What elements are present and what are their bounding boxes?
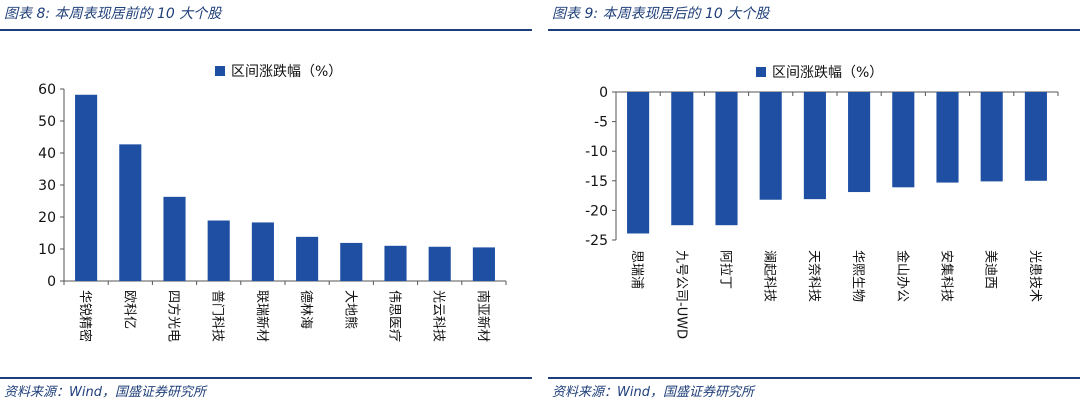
x-tick-label: 大地熊: [342, 290, 358, 329]
x-tick-label: 思瑞浦: [629, 250, 644, 289]
x-tick-label: 金山办公: [894, 250, 910, 302]
bar: [892, 92, 915, 188]
x-tick-label: 欧科亿: [121, 290, 136, 329]
figure-title: 图表 9: 本周表现居后的 10 大个股: [552, 6, 770, 22]
x-tick-label: 华锐精密: [77, 290, 93, 342]
source-note: 资料来源：Wind，国盛证券研究所: [4, 385, 206, 400]
bar: [759, 92, 782, 200]
x-tick-label: 美迪西: [983, 250, 998, 289]
y-tick-label: 30: [38, 178, 56, 194]
bottom10-bar-chart: 区间涨跌幅（%） 0 -5 -10 -15 -20 -25 思瑞浦 九号公司-UWD 阿拉丁 澜起科…: [585, 65, 1059, 339]
y-tick-label: 50: [38, 114, 56, 130]
bar: [119, 144, 142, 281]
x-tick-label: 阿拉丁: [718, 250, 733, 289]
x-tick-label: 光云科技: [431, 290, 446, 342]
bar: [936, 92, 959, 183]
bar: [340, 242, 363, 281]
bar: [207, 220, 230, 281]
bar: [428, 246, 451, 281]
figure-title: 图表 8: 本周表现居前的 10 大个股: [4, 6, 222, 22]
legend-label: 区间涨跌幅（%）: [772, 65, 883, 81]
bar: [163, 196, 186, 281]
y-tick-label: 10: [38, 242, 56, 258]
legend-swatch: [756, 67, 766, 77]
source-note: 资料来源：Wind，国盛证券研究所: [552, 385, 754, 400]
x-tick-label: 天奈科技: [806, 250, 821, 302]
bar: [251, 222, 274, 281]
y-tick-label: 40: [38, 146, 56, 162]
bar: [296, 236, 319, 281]
left-figure-panel: 图表 8: 本周表现居前的 10 大个股 区间涨跌幅（%） 0 10 20 30 40 50…: [0, 0, 532, 400]
legend-label: 区间涨跌幅（%）: [231, 64, 342, 80]
bar: [75, 94, 98, 281]
bar: [715, 92, 738, 226]
y-tick-label: 0: [47, 274, 56, 290]
top10-bar-chart: 区间涨跌幅（%） 0 10 20 30 40 50 60 华锐精密 欧科亿 四方光电 普门科技 联瑞新材…: [38, 64, 507, 342]
source-rule: [0, 377, 532, 379]
bar: [980, 92, 1003, 182]
y-tick-label: 20: [38, 210, 56, 226]
x-tick-label: 南亚新材: [475, 290, 491, 342]
bar: [848, 92, 871, 193]
legend: 区间涨跌幅（%）: [215, 64, 342, 80]
x-tick-label: 华熙生物: [850, 250, 865, 302]
y-tick-label: 60: [38, 82, 56, 98]
right-figure-panel: 图表 9: 本周表现居后的 10 大个股 区间涨跌幅（%） 0 -5 -10 -15 -2…: [548, 0, 1080, 400]
bar: [671, 92, 694, 226]
title-rule: [548, 29, 1080, 31]
y-tick-label: -5: [594, 115, 608, 131]
x-tick-label: 德林海: [298, 290, 313, 329]
bar: [1024, 92, 1047, 181]
x-tick-label: 九号公司-UWD: [673, 250, 688, 339]
y-tick-label: -15: [585, 174, 608, 190]
y-tick-label: -25: [585, 233, 608, 249]
y-tick-label: -20: [585, 203, 608, 219]
x-tick-label: 伟思医疗: [387, 290, 402, 342]
bar: [384, 245, 407, 281]
x-tick-label: 普门科技: [210, 290, 225, 342]
legend-swatch: [215, 66, 225, 76]
y-tick-label: -10: [585, 144, 608, 160]
x-tick-label: 联瑞新材: [254, 290, 270, 342]
x-tick-label: 安集科技: [939, 250, 955, 302]
legend: 区间涨跌幅（%）: [756, 65, 883, 81]
bar: [627, 92, 650, 234]
bar: [803, 92, 826, 200]
source-rule: [548, 377, 1080, 379]
x-tick-label: 澜起科技: [762, 250, 777, 302]
bar: [472, 247, 495, 281]
x-tick-label: 四方光电: [166, 290, 182, 342]
title-rule: [0, 29, 532, 31]
x-tick-label: 光患技术: [1027, 250, 1042, 302]
y-tick-label: 0: [599, 85, 608, 101]
